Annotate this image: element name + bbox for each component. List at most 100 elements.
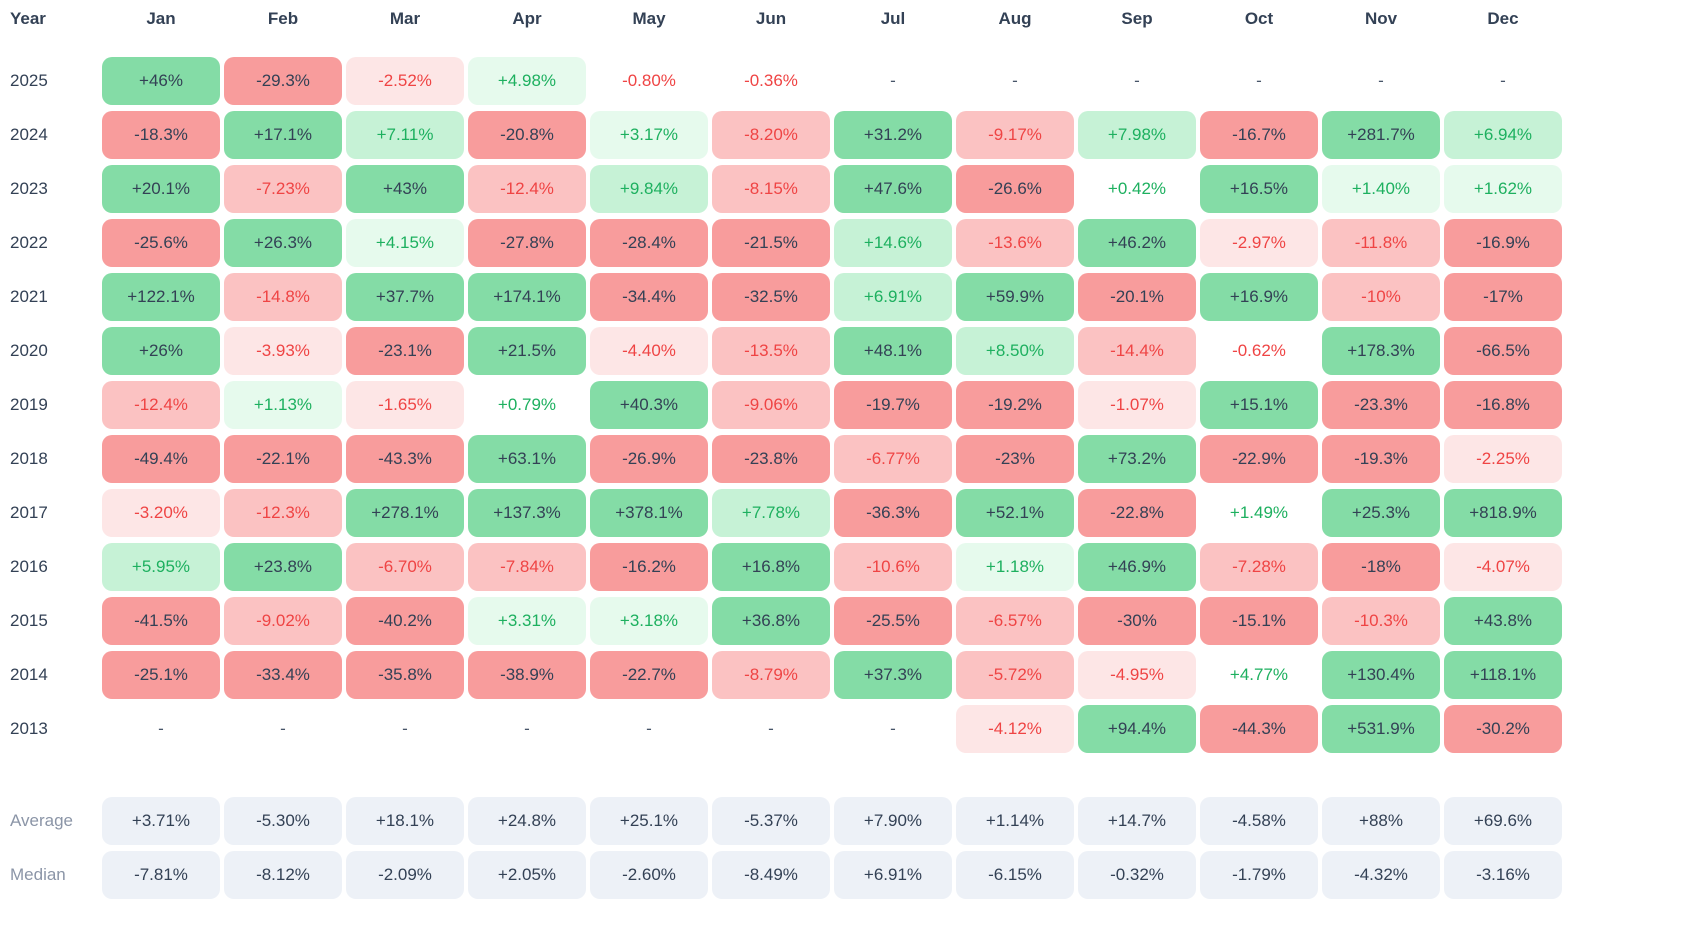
cell-wrap: -7.84%	[466, 540, 588, 594]
cell-wrap: -29.3%	[222, 54, 344, 108]
cell-wrap: -66.5%	[1442, 324, 1564, 378]
return-cell: -0.62%	[1200, 327, 1318, 375]
year-row-2016: 2016 +5.95% +23.8% -6.70% -7.84% -16.2% +16.8%…	[0, 540, 1566, 594]
cell-wrap: -	[832, 702, 954, 756]
return-cell: +3.71%	[102, 797, 220, 845]
return-cell: +8.50%	[956, 327, 1074, 375]
return-cell: +15.1%	[1200, 381, 1318, 429]
return-cell: -10.3%	[1322, 597, 1440, 645]
cell-wrap: +6.91%	[832, 270, 954, 324]
cell-wrap: -12.3%	[222, 486, 344, 540]
cell-wrap: +1.13%	[222, 378, 344, 432]
return-cell: +9.84%	[590, 165, 708, 213]
month-header-apr: Apr	[512, 9, 542, 28]
return-cell: +7.90%	[834, 797, 952, 845]
return-cell: +47.6%	[834, 165, 952, 213]
average-row: Average +3.71% -5.30% +18.1% +24.8% +25.1% -5.…	[0, 794, 1566, 848]
cell-wrap: -25.1%	[100, 648, 222, 702]
month-header-jan: Jan	[146, 9, 176, 28]
cell-wrap: -26.9%	[588, 432, 710, 486]
return-cell: +3.31%	[468, 597, 586, 645]
cell-wrap: -8.49%	[710, 848, 832, 902]
month-header-jul: Jul	[880, 9, 906, 28]
return-cell: +48.1%	[834, 327, 952, 375]
cell-wrap: +43%	[344, 162, 466, 216]
return-cell: -3.20%	[102, 489, 220, 537]
return-cell: -7.23%	[224, 165, 342, 213]
return-cell: -0.32%	[1078, 851, 1196, 899]
return-cell: -13.6%	[956, 219, 1074, 267]
return-cell: -	[890, 719, 896, 738]
return-cell: +21.5%	[468, 327, 586, 375]
cell-wrap: -5.72%	[954, 648, 1076, 702]
cell-wrap: -4.07%	[1442, 540, 1564, 594]
cell-wrap: -44.3%	[1198, 702, 1320, 756]
cell-wrap: -0.32%	[1076, 848, 1198, 902]
cell-wrap: -	[588, 702, 710, 756]
row-label: 2013	[10, 719, 48, 738]
return-cell: -	[646, 719, 652, 738]
return-cell: +137.3%	[468, 489, 586, 537]
return-cell: +63.1%	[468, 435, 586, 483]
cell-wrap: -21.5%	[710, 216, 832, 270]
return-cell: -14.8%	[224, 273, 342, 321]
return-cell: -23.1%	[346, 327, 464, 375]
return-cell: -11.8%	[1322, 219, 1440, 267]
cell-wrap: -23.3%	[1320, 378, 1442, 432]
cell-wrap: +88%	[1320, 794, 1442, 848]
cell-wrap: +122.1%	[100, 270, 222, 324]
return-cell: -25.1%	[102, 651, 220, 699]
return-cell: +18.1%	[346, 797, 464, 845]
cell-wrap: +37.7%	[344, 270, 466, 324]
return-cell: -34.4%	[590, 273, 708, 321]
return-cell: -2.52%	[346, 57, 464, 105]
return-cell: +16.9%	[1200, 273, 1318, 321]
cell-wrap: +378.1%	[588, 486, 710, 540]
return-cell: -23.8%	[712, 435, 830, 483]
cell-wrap: -	[832, 54, 954, 108]
cell-wrap: +37.3%	[832, 648, 954, 702]
cell-wrap: +818.9%	[1442, 486, 1564, 540]
return-cell: -66.5%	[1444, 327, 1562, 375]
cell-wrap: +52.1%	[954, 486, 1076, 540]
return-cell: -	[280, 719, 286, 738]
table-body: 2025 +46% -29.3% -2.52% +4.98% -0.80% -0.36% - -…	[0, 54, 1566, 756]
cell-wrap: -5.37%	[710, 794, 832, 848]
return-cell: +17.1%	[224, 111, 342, 159]
month-header-jun: Jun	[755, 9, 787, 28]
cell-wrap: -	[1442, 54, 1564, 108]
return-cell: -16.9%	[1444, 219, 1562, 267]
cell-wrap: +21.5%	[466, 324, 588, 378]
return-cell: +46%	[102, 57, 220, 105]
cell-wrap: -4.12%	[954, 702, 1076, 756]
cell-wrap: -5.30%	[222, 794, 344, 848]
cell-wrap: -12.4%	[466, 162, 588, 216]
cell-wrap: -32.5%	[710, 270, 832, 324]
return-cell: -33.4%	[224, 651, 342, 699]
return-cell: +26%	[102, 327, 220, 375]
cell-wrap: -23%	[954, 432, 1076, 486]
cell-wrap: +7.90%	[832, 794, 954, 848]
cell-wrap: -13.5%	[710, 324, 832, 378]
month-header-aug: Aug	[998, 9, 1032, 28]
cell-wrap: +4.77%	[1198, 648, 1320, 702]
cell-wrap: -9.06%	[710, 378, 832, 432]
return-cell: -9.17%	[956, 111, 1074, 159]
cell-wrap: -41.5%	[100, 594, 222, 648]
cell-wrap: -4.32%	[1320, 848, 1442, 902]
return-cell: -	[1256, 71, 1262, 90]
return-cell: +174.1%	[468, 273, 586, 321]
cell-wrap: +174.1%	[466, 270, 588, 324]
cell-wrap: -	[1198, 54, 1320, 108]
cell-wrap: +3.17%	[588, 108, 710, 162]
cell-wrap: -25.5%	[832, 594, 954, 648]
return-cell: -0.80%	[590, 57, 708, 105]
return-cell: -49.4%	[102, 435, 220, 483]
return-cell: -	[158, 719, 164, 738]
return-cell: -14.4%	[1078, 327, 1196, 375]
year-column-header: Year	[10, 9, 46, 28]
cell-wrap: -19.7%	[832, 378, 954, 432]
cell-wrap: -10.6%	[832, 540, 954, 594]
cell-wrap: -16.2%	[588, 540, 710, 594]
return-cell: +378.1%	[590, 489, 708, 537]
